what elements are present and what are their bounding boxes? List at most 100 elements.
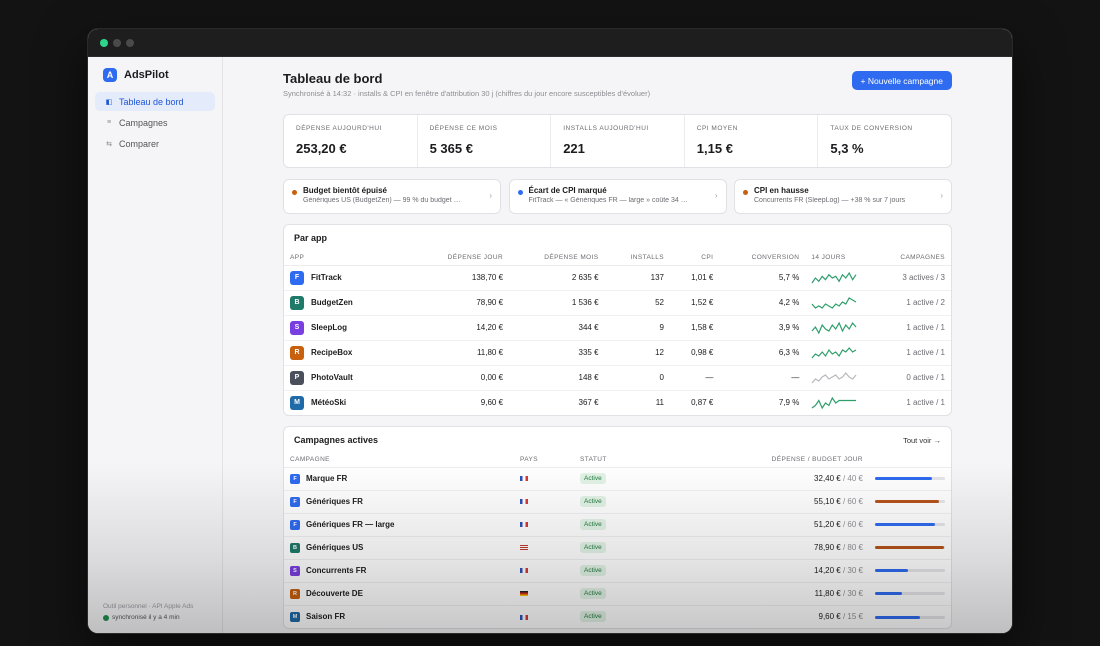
app-icon: M <box>290 395 304 410</box>
sparkline-line <box>811 321 857 334</box>
trend-cell <box>805 265 870 291</box>
status-cell: Active <box>574 467 655 491</box>
chevron-right-icon: › <box>940 191 943 200</box>
status-badge: Active <box>580 588 606 599</box>
column-header[interactable]: INSTALLS <box>604 251 670 266</box>
budget-progress-bar <box>875 546 945 550</box>
table-row[interactable]: M MétéoSki 9,60 € 367 € 11 0,87 € 7,9 % 1 activ… <box>284 390 951 415</box>
table-row[interactable]: P PhotoVault 0,00 €148 €0— —0 active / 1 <box>284 365 951 391</box>
flag-fr-icon <box>520 568 528 574</box>
sidebar-item-compare[interactable]: ⇆ Comparer <box>95 134 215 153</box>
kpi-label: DÉPENSE CE MOIS <box>429 125 498 132</box>
kpi-avg-cpi: CPI MOYEN 1,15 € <box>685 115 819 167</box>
see-all-link[interactable]: Tout voir → <box>903 435 941 445</box>
window-dot-green[interactable] <box>100 39 108 47</box>
table-row[interactable]: B BudgetZen 78,90 €1 536 €52 1,52 €4,2 % 1 a… <box>284 290 951 316</box>
app-name[interactable]: BudgetZen <box>311 298 353 307</box>
new-campaign-button[interactable]: + Nouvelle campagne <box>851 71 952 90</box>
alert-card-cpi-gap[interactable]: Écart de CPI marqué FitTrack — « Génériq… <box>508 179 727 214</box>
cell-conversion: 3,9 % <box>719 315 806 341</box>
app-name: AdsPilot <box>124 69 169 81</box>
trend-cell <box>805 390 869 415</box>
campaign-name[interactable]: Concurrents FR <box>306 566 367 575</box>
spend-budget-cell: 51,20 € / 60 € <box>654 513 869 537</box>
table-row[interactable]: B Génériques US Active 78,90 € / 80 € <box>284 536 951 560</box>
budget-progress-fill <box>875 615 920 619</box>
cell-spend-day: 14,20 € <box>412 315 510 341</box>
kpi-label: CPI MOYEN <box>696 125 738 132</box>
sparkline-line <box>811 371 857 383</box>
table-row[interactable]: R Découverte DE Active 11,80 € / 30 € <box>284 582 951 606</box>
spend-budget-cell: 32,40 € / 40 € <box>654 467 869 491</box>
cell-conversion: — <box>719 365 806 391</box>
column-header[interactable]: APP <box>284 251 412 266</box>
column-header: 14 JOURS <box>805 251 870 266</box>
column-header[interactable]: DÉPENSE JOUR <box>412 251 510 266</box>
cell-campaigns: 3 actives / 3 <box>869 265 951 291</box>
column-header[interactable]: CAMPAGNE <box>284 453 514 468</box>
kpi-value: 5 365 € <box>429 141 473 156</box>
table-row[interactable]: F FitTrack 138,70 €2 635 €137 1,01 €5,7 % 3 … <box>284 265 951 291</box>
table-row[interactable]: R RecipeBox 11,80 €335 €12 0,98 €6,3 % 1 act… <box>284 340 951 366</box>
column-header[interactable]: DÉPENSE / BUDGET JOUR <box>654 453 869 468</box>
campaign-name[interactable]: Génériques FR <box>306 497 363 506</box>
campaign-name[interactable]: Génériques US <box>306 543 364 552</box>
column-header[interactable]: CONVERSION <box>719 251 806 266</box>
cell-spend-month: 344 € <box>509 315 605 341</box>
cell-spend-month: 1 536 € <box>509 290 605 316</box>
status-cell: Active <box>574 582 655 606</box>
budget-bar-cell <box>869 582 951 606</box>
table-row[interactable]: F Marque FR Active 32,40 € / 40 € <box>284 467 951 491</box>
table-row[interactable]: F Génériques FR — large Active 51,20 € / 60… <box>284 513 951 537</box>
campaign-cell: B Génériques US <box>284 536 514 560</box>
sidebar-item-dashboard[interactable]: ◧ Tableau de bord <box>95 92 215 111</box>
sidebar-item-campaigns[interactable]: ≡ Campagnes <box>95 113 215 132</box>
budget-progress-fill <box>875 523 935 527</box>
campaign-name[interactable]: Marque FR <box>306 474 348 483</box>
status-cell: Active <box>574 605 654 628</box>
window-dot[interactable] <box>126 39 134 47</box>
column-header[interactable]: DÉPENSE MOIS <box>509 251 605 266</box>
campaign-name[interactable]: Saison FR <box>306 612 346 622</box>
alert-card-budget[interactable]: Budget bientôt épuisé Génériques US (Bud… <box>283 179 501 214</box>
window-dot[interactable] <box>113 39 121 47</box>
sidebar-item-label: Campagnes <box>119 117 168 128</box>
table-row[interactable]: S Concurrents FR Active 14,20 € / 30 € <box>284 559 951 583</box>
status-cell: Active <box>574 490 655 514</box>
app-name[interactable]: SleepLog <box>311 323 348 332</box>
status-badge: Active <box>580 519 606 530</box>
app-icon: M <box>290 611 300 622</box>
table-row[interactable]: F Génériques FR Active 55,10 € / 60 € <box>284 490 951 514</box>
campaign-name[interactable]: Découverte DE <box>306 589 363 598</box>
chevron-right-icon: › <box>714 191 718 200</box>
budget-bar-cell <box>869 467 951 491</box>
spend-value: 11,80 € <box>814 589 841 598</box>
campaign-name[interactable]: Génériques FR — large <box>306 520 395 529</box>
app-name[interactable]: PhotoVault <box>311 373 353 382</box>
country-cell <box>514 513 574 537</box>
column-header[interactable]: CPI <box>670 251 720 266</box>
app-name[interactable]: FitTrack <box>311 273 342 282</box>
campaign-identity: F Marque FR <box>290 473 508 484</box>
sparkline-line <box>811 271 857 283</box>
brand: A AdsPilot <box>88 68 222 82</box>
kpi-label: INSTALLS AUJOURD'HUI <box>563 125 649 132</box>
budget-value: / 30 € <box>842 566 863 575</box>
app-identity: M MétéoSki <box>290 395 406 410</box>
table-row[interactable]: M Saison FR Active 9,60 € / 15 € <box>284 605 951 628</box>
app-name[interactable]: MétéoSki <box>311 398 347 408</box>
cell-spend-month: 148 € <box>509 365 605 391</box>
column-header[interactable]: STATUT <box>574 453 655 468</box>
campaign-identity: F Génériques FR — large <box>290 519 508 530</box>
app-icon: R <box>290 345 304 360</box>
sparkline-line <box>811 296 857 309</box>
sync-status-text: synchronisé il y a 4 min <box>112 614 180 621</box>
column-header[interactable]: PAYS <box>514 453 574 468</box>
app-name[interactable]: RecipeBox <box>311 348 353 357</box>
status-badge: Active <box>580 565 606 576</box>
campaign-cell: F Génériques FR — large <box>284 513 514 537</box>
alert-card-cpi-rising[interactable]: CPI en hausse Concurrents FR (SleepLog) … <box>734 179 952 214</box>
column-header[interactable]: CAMPAGNES <box>869 251 951 266</box>
country-cell <box>514 605 574 628</box>
table-row[interactable]: S SleepLog 14,20 €344 €9 1,58 €3,9 % 1 activ… <box>284 315 951 341</box>
